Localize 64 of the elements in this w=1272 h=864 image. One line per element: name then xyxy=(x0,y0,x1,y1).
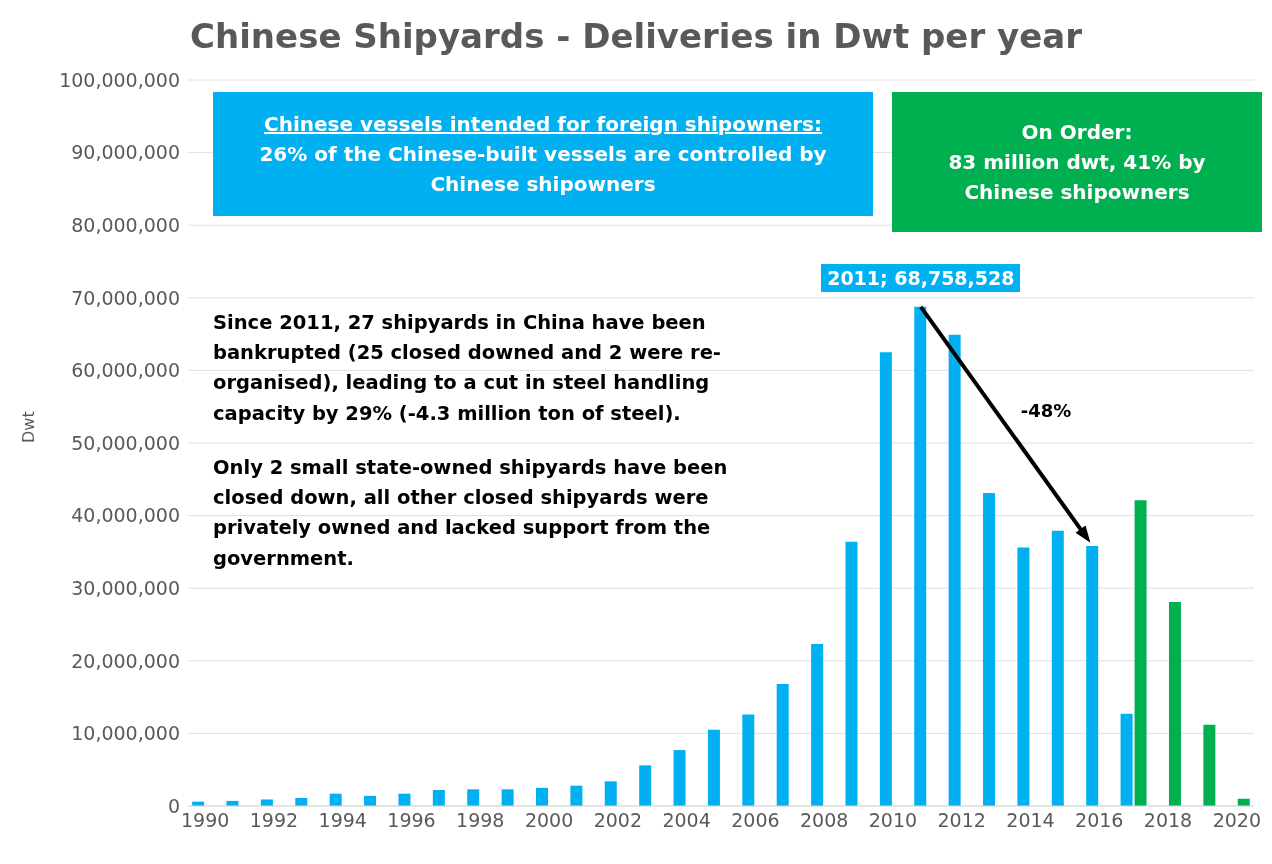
bar xyxy=(914,306,927,806)
x-tick-label: 2014 xyxy=(1006,809,1055,832)
bar xyxy=(845,541,858,806)
y-tick-label: 100,000,000 xyxy=(59,68,180,91)
text-box: On Order: 83 million dwt, 41% by Chinese shipowners xyxy=(892,92,1262,232)
y-tick-label: 50,000,000 xyxy=(71,431,180,454)
x-tick-label: 2002 xyxy=(593,809,643,832)
annotation: 2011; 68,758,528 xyxy=(821,263,1021,292)
bar xyxy=(467,789,480,806)
bar xyxy=(570,785,583,806)
annotation: 83 million dwt, 41% by Chinese shipowners xyxy=(947,149,1207,206)
y-tick-label: 80,000,000 xyxy=(71,213,180,236)
x-tick-label: 1992 xyxy=(249,809,299,832)
bar xyxy=(1017,547,1030,806)
y-tick-label: 0 xyxy=(167,794,180,817)
y-axis-title: Dwt xyxy=(18,411,38,443)
y-tick-label: 10,000,000 xyxy=(71,722,180,745)
chart-title: Chinese Shipyards - Deliveries in Dwt per year xyxy=(189,16,1083,56)
bar xyxy=(536,787,548,806)
bar xyxy=(432,790,445,806)
bar xyxy=(811,644,824,806)
annotation: -48% xyxy=(1020,400,1072,422)
y-tick-label: 40,000,000 xyxy=(71,504,180,527)
bar xyxy=(948,334,961,806)
annotation: Only 2 small state-owned shipyards have been closed down, all other closed shipyards were privately owned and lacked support from the government. xyxy=(213,454,729,572)
x-tick-label: 1990 xyxy=(181,809,230,832)
x-tick-label: 2008 xyxy=(799,809,849,832)
bar xyxy=(260,799,273,806)
y-tick-label: 20,000,000 xyxy=(71,649,180,672)
x-tick-label: 1994 xyxy=(318,809,367,832)
bar xyxy=(707,729,720,806)
bar xyxy=(1120,713,1133,806)
annotation: Chinese vessels intended for foreign shipowners: xyxy=(263,111,823,138)
bar xyxy=(879,352,892,806)
x-tick-label: 2016 xyxy=(1075,809,1124,832)
x-tick-label: 2020 xyxy=(1212,809,1261,832)
y-tick-label: 90,000,000 xyxy=(71,141,180,164)
bar xyxy=(776,684,789,806)
annotation: 26% of the Chinese-built vessels are controlled by Chinese shipowners xyxy=(258,141,828,198)
x-tick-label: 1998 xyxy=(456,809,505,832)
bar xyxy=(1051,530,1064,806)
y-tick-label: 60,000,000 xyxy=(71,359,180,382)
bar xyxy=(673,750,686,806)
annotation: Since 2011, 27 shipyards in China have been bankrupted (25 closed downed and 2 were re-organised), leading to a cut in steel handling capacity by 29% (-4.3 million ton of steel). xyxy=(213,310,722,427)
x-tick-label: 1996 xyxy=(387,809,436,832)
bar xyxy=(983,493,996,806)
x-tick-label: 2006 xyxy=(731,809,780,832)
bar xyxy=(742,714,755,806)
y-tick-label: 30,000,000 xyxy=(71,576,180,599)
bar xyxy=(604,781,617,806)
x-tick-label: 2012 xyxy=(937,809,986,832)
bar xyxy=(501,789,514,806)
x-tick-label: 2018 xyxy=(1143,809,1193,832)
annotation: On Order: xyxy=(1020,119,1134,146)
bar xyxy=(1203,724,1216,806)
bar xyxy=(639,765,652,806)
y-tick-label: 70,000,000 xyxy=(71,286,180,309)
x-tick-label: 2004 xyxy=(662,809,711,832)
x-tick-label: 2000 xyxy=(524,809,574,832)
bar xyxy=(1168,601,1181,806)
bar xyxy=(1134,500,1147,806)
x-tick-label: 2010 xyxy=(868,809,918,832)
bar xyxy=(1086,546,1099,806)
text-box: Chinese vessels intended for foreign shipowners: 26% of the Chinese-built vessels are controlled by Chinese shipowners xyxy=(213,92,873,216)
